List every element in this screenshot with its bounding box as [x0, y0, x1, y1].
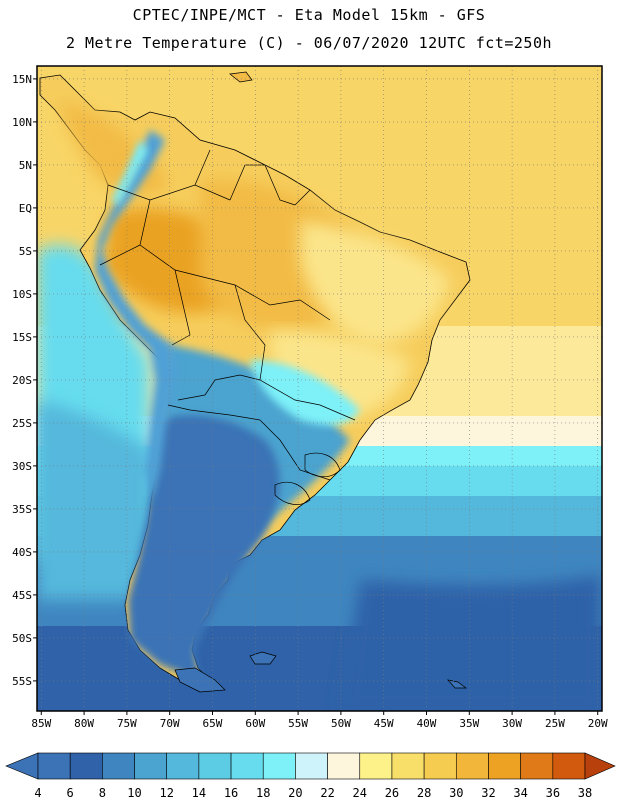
lon-label: 75W — [117, 717, 137, 730]
lon-label: 50W — [331, 717, 351, 730]
lon-label: 45W — [374, 717, 394, 730]
lat-label: 5S — [19, 245, 32, 258]
pacific-mid-tongue — [37, 400, 150, 600]
lat-label: 50S — [12, 632, 32, 645]
colorbar-label: 4 — [34, 786, 41, 800]
lon-label: 30W — [502, 717, 522, 730]
lat-label: 20S — [12, 374, 32, 387]
lon-label: 55W — [288, 717, 308, 730]
colorbar-label: 8 — [99, 786, 106, 800]
colorbar-swatch — [520, 752, 554, 780]
lon-label: 20W — [588, 717, 608, 730]
colorbar-label: 38 — [578, 786, 592, 800]
andes-highlight — [112, 140, 148, 205]
colorbar: 4 6 8 10 12 14 16 18 20 22 24 26 28 30 32 34 36 38 — [5, 752, 616, 800]
land-cold-patagonia — [128, 415, 280, 680]
map-frame — [36, 65, 603, 712]
lat-label: 10N — [12, 116, 32, 129]
colorbar-label: 32 — [481, 786, 495, 800]
colorbar-label: 12 — [159, 786, 173, 800]
colorbar-label: 6 — [67, 786, 74, 800]
colorbar-swatch — [37, 752, 71, 780]
temperature-field — [37, 66, 602, 711]
colorbar-swatch — [134, 752, 168, 780]
lat-label: 35S — [12, 503, 32, 516]
colorbar-swatch — [423, 752, 457, 780]
lat-label: EQ — [19, 202, 32, 215]
colorbar-label: 10 — [127, 786, 141, 800]
colorbar-swatch — [166, 752, 200, 780]
lon-label: 70W — [160, 717, 180, 730]
colorbar-swatch — [230, 752, 264, 780]
map-title: CPTEC/INPE/MCT - Eta Model 15km - GFS — [132, 6, 486, 24]
lon-label: 35W — [459, 717, 479, 730]
colorbar-swatch — [488, 752, 521, 780]
lat-label: 25S — [12, 417, 32, 430]
lon-label: 60W — [245, 717, 265, 730]
colorbar-swatch — [552, 752, 586, 780]
colorbar-label: 18 — [256, 786, 270, 800]
latitude-axis: 15N 10N 5N EQ 5S 10S 15S 20S 25S 30S 35S 40S 45S 50S 5… — [12, 73, 37, 688]
lat-label: 30S — [12, 460, 32, 473]
lat-label: 15N — [12, 73, 32, 86]
lon-label: 25W — [545, 717, 565, 730]
lat-label: 55S — [12, 675, 32, 688]
colorbar-label: 16 — [224, 786, 238, 800]
colorbar-swatch — [262, 752, 296, 780]
andes-ridge — [95, 130, 178, 500]
colorbar-swatch — [198, 752, 232, 780]
lat-label: 10S — [12, 288, 32, 301]
colorbar-label: 22 — [320, 786, 334, 800]
colorbar-swatch — [327, 752, 361, 780]
map-subtitle: 2 Metre Temperature (C) - 06/07/2020 12U… — [65, 34, 553, 52]
falklands-island — [249, 651, 277, 665]
lon-label: 65W — [203, 717, 223, 730]
lon-label: 80W — [74, 717, 94, 730]
lat-label: 40S — [12, 546, 32, 559]
colorbar-label: 34 — [513, 786, 527, 800]
colorbar-label: 28 — [417, 786, 431, 800]
colorbar-label: 26 — [385, 786, 399, 800]
ocean-south-cold-dip — [340, 575, 602, 711]
land-pale-northeast — [300, 220, 450, 345]
longitude-axis: 85W 80W 75W 70W 65W 60W 55W 50W 45W 40W 35W 30W 25W 2… — [31, 711, 608, 730]
country-borders — [99, 149, 356, 505]
lon-label: 85W — [31, 717, 51, 730]
colorbar-swatch — [391, 752, 425, 780]
colorbar-right-arrow — [584, 752, 616, 780]
colorbar-label: 36 — [546, 786, 560, 800]
colorbar-swatch — [455, 752, 489, 780]
colorbar-left-arrow — [5, 752, 39, 780]
land-light-band — [250, 360, 360, 426]
colorbar-label: 24 — [353, 786, 367, 800]
lon-label: 40W — [417, 717, 437, 730]
caribbean-island — [229, 71, 253, 83]
colorbar-swatch — [359, 752, 393, 780]
colorbar-swatch — [69, 752, 103, 780]
colorbar-swatch — [102, 752, 135, 780]
colorbar-swatch — [295, 752, 328, 780]
colorbar-label: 20 — [288, 786, 302, 800]
colorbar-label: 14 — [192, 786, 206, 800]
lat-label: 15S — [12, 331, 32, 344]
south-georgia — [447, 679, 468, 689]
colorbar-label: 30 — [449, 786, 463, 800]
lat-label: 45S — [12, 589, 32, 602]
lat-label: 5N — [19, 159, 32, 172]
